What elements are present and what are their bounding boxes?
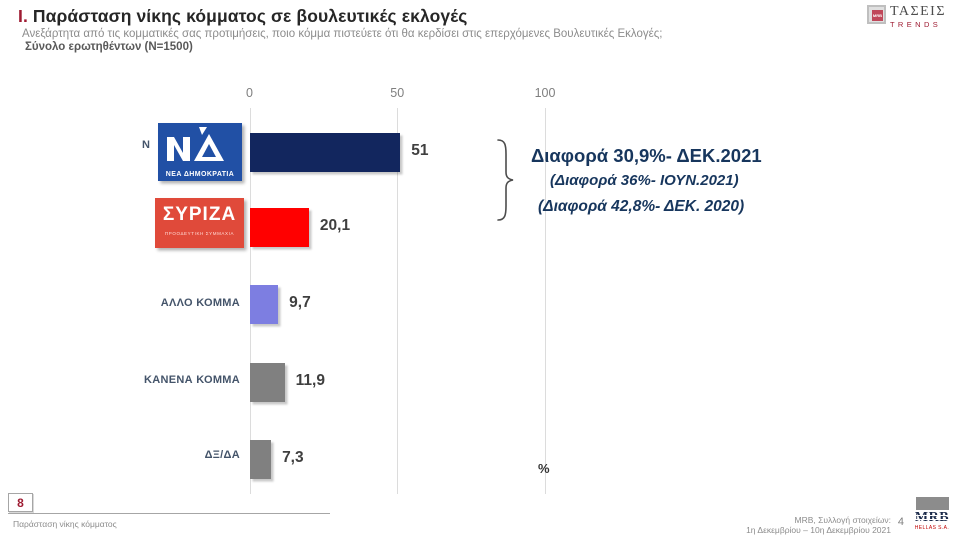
bar-kanena-komma xyxy=(249,363,285,402)
percent-unit-label: % xyxy=(538,461,550,476)
source-note: MRB, Συλλογή στοιχείων: 1η Δεκεμβρίου – … xyxy=(746,515,891,535)
category-label-kanena-komma: ΚΑΝΕΝΑ ΚΟΜΜΑ xyxy=(144,374,240,386)
mrb-mini-mark: MRB xyxy=(871,10,883,21)
x-axis-tick-100: 100 xyxy=(534,86,556,100)
annotation-diff-jun2021: (Διαφορά 36%- ΙΟΥΝ.2021) xyxy=(550,172,739,189)
taseis-trends-logo: MRB ΤΑΣΕΙΣ TRENDS xyxy=(866,5,946,30)
nd-logo-mark xyxy=(167,127,224,161)
page-number: 4 xyxy=(897,516,904,528)
footer-caption: Παράσταση νίκης κόμματος xyxy=(13,519,117,529)
sample-size: Σύνολο ερωτηθέντων (N=1500) xyxy=(25,41,193,53)
value-label-syriza: 20,1 xyxy=(319,217,351,234)
syriza-party-logo: ΣΥΡΙΖΑ ΠΡΟΟΔΕΥΤΙΚΗ ΣΥΜΜΑΧΙΑ xyxy=(155,198,244,248)
brand-text: ΤΑΣΕΙΣ TRENDS xyxy=(890,5,946,30)
x-axis-tick-50: 50 xyxy=(390,86,405,100)
value-label-nd: 51 xyxy=(411,142,429,159)
brand-name: ΤΑΣΕΙΣ xyxy=(889,4,946,19)
syriza-logo-text: ΣΥΡΙΖΑ xyxy=(162,204,237,225)
bar-allo-komma xyxy=(249,285,279,324)
annotation-diff-dec2021: Διαφορά 30,9%- ΔΕΚ.2021 xyxy=(531,145,762,166)
x-axis-tick-0: 0 xyxy=(246,86,253,100)
source-line-1: MRB, Συλλογή στοιχείων: xyxy=(794,515,891,525)
section-number-box: 8 xyxy=(8,493,33,512)
mrb-hellas-logo: MRB HELLAS S.A. xyxy=(914,497,950,531)
value-label-dx-da: 7,3 xyxy=(282,449,304,466)
nd-logo-caption: ΝΕΑ ΔΗΜΟΚΡΑΤΙΑ xyxy=(165,171,235,178)
annotation-diff-dec2020: (Διαφορά 42,8%- ΔΕΚ. 2020) xyxy=(538,198,745,215)
nd-party-logo: ΝΕΑ ΔΗΜΟΚΡΑΤΙΑ xyxy=(158,123,242,181)
mrb-logo-text: MRB xyxy=(914,510,950,525)
bar-syriza xyxy=(249,208,309,247)
category-label-nd-partial: Ν xyxy=(142,139,150,151)
brand-subname: TRENDS xyxy=(889,20,942,29)
value-label-kanena-komma: 11,9 xyxy=(295,372,325,389)
mrb-logo-stripe-2 xyxy=(914,519,950,520)
footer-divider-line xyxy=(8,513,330,514)
title-text: Παράσταση νίκης κόμματος σε βουλευτικές … xyxy=(32,6,468,26)
taseis-logo-icon: MRB xyxy=(866,5,886,24)
curly-brace xyxy=(497,139,514,221)
gridline-50 xyxy=(397,108,399,494)
category-label-dx-da: ΔΞ/ΔΑ xyxy=(204,449,240,461)
title-prefix: Ι. xyxy=(18,6,28,26)
mrb-logo-stripe-1 xyxy=(914,515,950,516)
mrb-logo-word: MRB xyxy=(914,510,950,525)
bar-nd xyxy=(249,133,401,172)
page-title: Ι. Παράσταση νίκης κόμματος σε βουλευτικ… xyxy=(18,6,467,27)
syriza-logo-caption: ΠΡΟΟΔΕΥΤΙΚΗ ΣΥΜΜΑΧΙΑ xyxy=(164,231,235,236)
mrb-logo-block xyxy=(915,497,949,510)
gridline-100 xyxy=(545,108,546,494)
category-label-allo-komma: ΑΛΛΟ ΚΟΜΜΑ xyxy=(160,297,240,309)
source-line-2: 1η Δεκεμβρίου – 10η Δεκεμβρίου 2021 xyxy=(746,525,891,535)
value-label-allo-komma: 9,7 xyxy=(289,294,311,311)
bar-dx-da xyxy=(249,440,272,479)
question-subtitle: Ανεξάρτητα από τις κομματικές σας προτιμ… xyxy=(22,28,663,40)
mrb-logo-subtext: HELLAS S.A. xyxy=(914,525,950,531)
